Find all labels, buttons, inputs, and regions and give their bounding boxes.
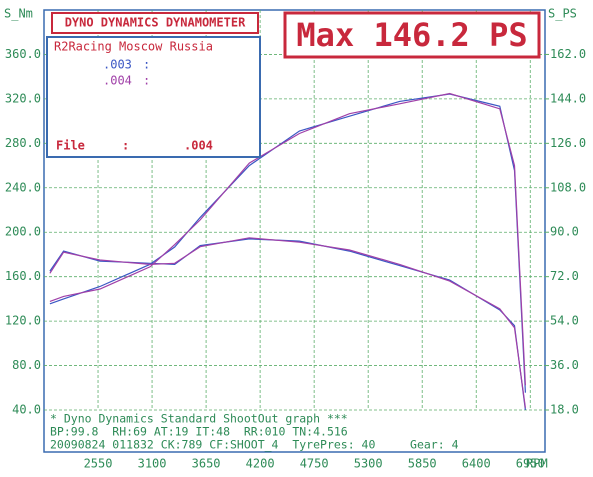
legend-entry: .004 — [103, 74, 132, 88]
x-tick-label: 5850 — [408, 457, 437, 471]
file-sep: : — [122, 139, 129, 153]
y2-tick-label: 36.0 — [550, 358, 579, 372]
y-tick-label: 160.0 — [5, 269, 41, 283]
y2-tick-label: 90.0 — [550, 225, 579, 239]
torque-line — [49, 237, 526, 408]
y2-tick-label: 162.0 — [550, 47, 586, 61]
y-axis-label: S_Nm — [4, 7, 33, 21]
y-tick-label: 40.0 — [12, 403, 41, 417]
footer-line: 20090824 011832 CK:789 CF:SHOOT_4 TyrePr… — [50, 438, 459, 452]
info-box — [46, 36, 261, 158]
file-label: File — [56, 139, 85, 153]
x-tick-label: 3650 — [192, 457, 221, 471]
y2-tick-label: 126.0 — [550, 136, 586, 150]
customer: R2Racing Moscow Russia — [54, 40, 213, 54]
footer-line: * Dyno Dynamics Standard ShootOut graph … — [50, 412, 348, 426]
y2-tick-label: 18.0 — [550, 403, 579, 417]
x-tick-label: 4200 — [246, 457, 275, 471]
y-tick-label: 240.0 — [5, 180, 41, 194]
x-tick-label: 2550 — [84, 457, 113, 471]
y-tick-label: 120.0 — [5, 314, 41, 328]
legend-sep: : — [143, 58, 150, 72]
footer-box — [45, 411, 544, 451]
power-line — [49, 92, 526, 386]
y2-tick-label: 108.0 — [550, 180, 586, 194]
y-tick-label: 280.0 — [5, 136, 41, 150]
footer-line: BP:99.8 RH:69 AT:19 IT:48 RR:010 TN:4.51… — [50, 425, 348, 439]
x-tick-label: 6950 — [516, 457, 545, 471]
x-tick-label: 6400 — [462, 457, 491, 471]
y-tick-label: 80.0 — [12, 358, 41, 372]
x-axis-label: RPM — [526, 457, 548, 471]
file-value: .004 — [184, 139, 213, 153]
chart-title: DYNO DYNAMICS DYNAMOMETER — [65, 16, 246, 30]
y-tick-label: 200.0 — [5, 225, 41, 239]
legend-sep: : — [143, 74, 150, 88]
legend-entry: .003 — [103, 58, 132, 72]
title-box — [51, 12, 259, 34]
y2-tick-label: 144.0 — [550, 91, 586, 105]
x-tick-label: 4750 — [300, 457, 329, 471]
y2-tick-label: 54.0 — [550, 314, 579, 328]
x-tick-label: 5300 — [354, 457, 383, 471]
x-tick-label: 3100 — [138, 457, 167, 471]
max-power: Max 146.2 PS — [296, 16, 527, 54]
max-box — [283, 11, 541, 59]
y-tick-label: 360.0 — [5, 47, 41, 61]
y-tick-label: 320.0 — [5, 91, 41, 105]
y2-tick-label: 72.0 — [550, 269, 579, 283]
y2-axis-label: S_PS — [548, 7, 577, 21]
